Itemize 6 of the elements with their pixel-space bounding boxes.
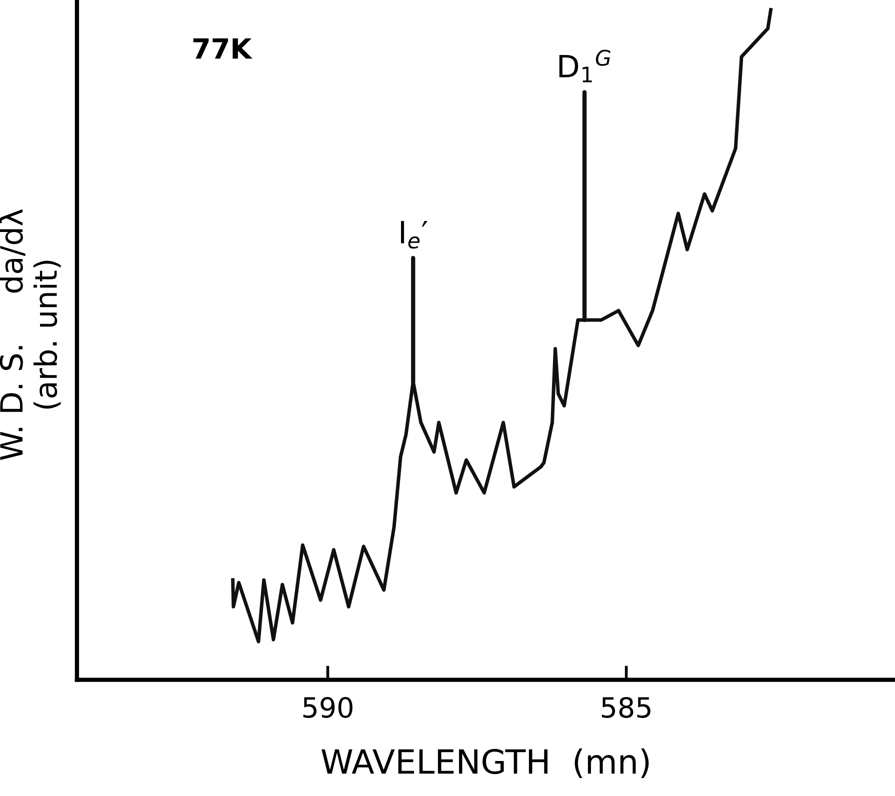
x-axis-title: WAVELENGTH (mn) bbox=[322, 748, 649, 778]
x-tick-label: 590 bbox=[303, 696, 352, 718]
x-tick-label: 585 bbox=[602, 696, 650, 718]
annotation: 77K bbox=[193, 38, 253, 59]
annotation: I$_{e}$′ bbox=[401, 221, 428, 249]
annotation: D$_{1}$$^{G}$ bbox=[559, 50, 610, 82]
